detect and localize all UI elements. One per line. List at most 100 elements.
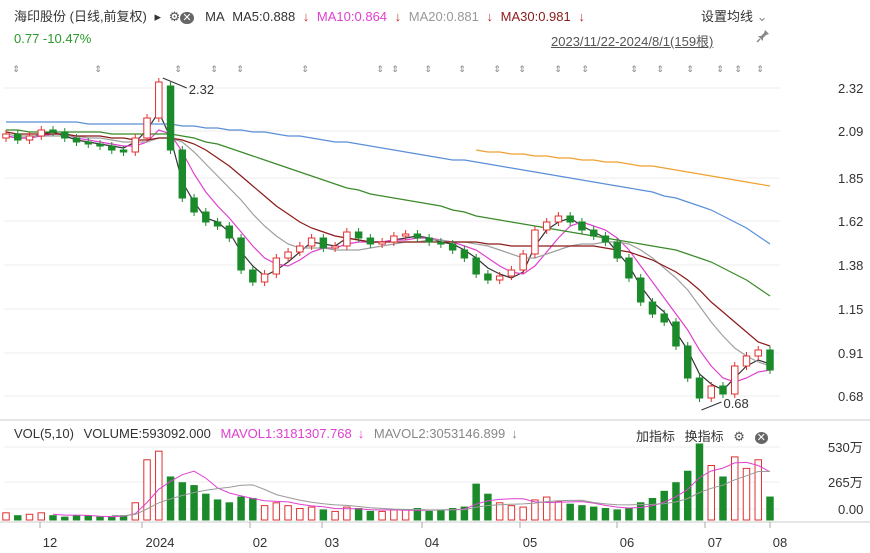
volume-toolbar: 加指标 换指标 ⚙ ✕ bbox=[636, 426, 768, 445]
candle-body bbox=[425, 237, 433, 243]
candle bbox=[766, 346, 774, 374]
volume-bar bbox=[237, 496, 245, 521]
candle bbox=[307, 234, 316, 250]
x-tick-label: 12 bbox=[43, 535, 57, 550]
candle-body bbox=[460, 249, 469, 259]
candle-body bbox=[495, 275, 504, 281]
volume-bar bbox=[448, 508, 457, 521]
event-marker: ⇕ bbox=[716, 64, 724, 74]
candle bbox=[49, 126, 57, 136]
volume-bar bbox=[72, 515, 81, 521]
volume-bar bbox=[155, 450, 163, 521]
volume-bar bbox=[61, 516, 69, 521]
volume-bar bbox=[554, 500, 563, 521]
candle-body bbox=[672, 321, 680, 347]
close-icon[interactable]: ✕ bbox=[180, 12, 194, 24]
price-tick-label: 0.91 bbox=[838, 346, 863, 361]
volume-bar bbox=[343, 506, 351, 521]
low-annotation-line bbox=[701, 401, 722, 411]
candle-body bbox=[72, 137, 81, 143]
candle-body bbox=[390, 235, 398, 243]
candle bbox=[14, 130, 22, 144]
volume-bar bbox=[307, 506, 316, 521]
candle bbox=[707, 382, 715, 402]
candle-body bbox=[625, 257, 633, 279]
pin-icon[interactable] bbox=[756, 29, 770, 46]
ma-label: MA bbox=[205, 9, 225, 24]
volume-bar bbox=[542, 496, 551, 521]
volume-bar bbox=[108, 516, 116, 521]
candle-body bbox=[49, 129, 57, 133]
candle bbox=[636, 274, 645, 306]
candle bbox=[25, 132, 34, 144]
candle bbox=[472, 254, 480, 278]
gear-icon[interactable]: ⚙ bbox=[733, 429, 745, 444]
candle-body bbox=[108, 145, 116, 151]
candle-body bbox=[25, 135, 34, 141]
volume-bar bbox=[296, 508, 304, 521]
event-marker: ⇕ bbox=[210, 64, 218, 74]
candle-body bbox=[754, 349, 762, 357]
event-marker: ⇕ bbox=[236, 64, 244, 74]
candle-body bbox=[448, 243, 457, 251]
candle bbox=[284, 248, 292, 262]
candle-body bbox=[2, 133, 10, 139]
mavol2-line bbox=[111, 470, 771, 517]
date-range-link[interactable]: 2023/11/22-2024/8/1(159根) bbox=[551, 34, 714, 49]
volume-bar bbox=[2, 512, 10, 521]
ma250-line bbox=[476, 149, 771, 187]
close-icon[interactable]: ✕ bbox=[754, 432, 768, 444]
candle-body bbox=[96, 143, 104, 147]
candle bbox=[589, 226, 598, 240]
volume-bar bbox=[719, 476, 727, 521]
candle bbox=[319, 234, 328, 252]
mavol2-value: MAVOL2:3053146.899 bbox=[373, 426, 506, 441]
ma5-value: MA5:0.888 bbox=[232, 9, 296, 24]
gear-icon[interactable]: ⚙ bbox=[168, 9, 181, 24]
switch-indicator-button[interactable]: 换指标 bbox=[684, 429, 724, 444]
event-marker: ⇕ bbox=[174, 64, 182, 74]
candle-body bbox=[683, 345, 692, 379]
add-indicator-button[interactable]: 加指标 bbox=[636, 429, 676, 444]
candle-body bbox=[143, 117, 151, 139]
volume-bar bbox=[84, 515, 93, 521]
event-marker: ⇕ bbox=[12, 64, 20, 74]
candle bbox=[613, 238, 621, 262]
candle-body bbox=[719, 385, 727, 395]
candle bbox=[119, 146, 128, 156]
candle-body bbox=[331, 245, 339, 249]
event-marker: ⇕ bbox=[458, 64, 466, 74]
volume-header: VOL(5,10) VOLUME:593092.000 MAVOL1:31813… bbox=[14, 426, 524, 441]
ma120-line bbox=[6, 121, 771, 245]
candle bbox=[683, 342, 692, 382]
settings-ma-button[interactable]: 设置均线 ⌄ bbox=[701, 6, 768, 25]
candle bbox=[331, 242, 339, 252]
volume-bar bbox=[178, 482, 187, 521]
candle bbox=[484, 270, 492, 284]
candle bbox=[61, 128, 69, 142]
volume-bar bbox=[401, 509, 410, 521]
x-tick-label: 04 bbox=[425, 535, 439, 550]
ma10-value: MA10:0.864 bbox=[316, 9, 388, 24]
volume-bar bbox=[331, 510, 339, 521]
candle-body bbox=[260, 273, 269, 283]
play-icon[interactable]: ▸ bbox=[154, 9, 162, 24]
volume-tick-label: 0.00 bbox=[838, 502, 863, 517]
candle-body bbox=[742, 355, 751, 367]
volume-bar bbox=[648, 497, 657, 521]
candle bbox=[695, 374, 704, 402]
event-marker: ⇕ bbox=[554, 64, 562, 74]
event-marker: ⇕ bbox=[518, 64, 526, 74]
volume-bar bbox=[472, 483, 480, 521]
volume-bar bbox=[613, 509, 621, 521]
volume-bar bbox=[96, 516, 104, 521]
candle-body bbox=[401, 233, 410, 237]
ma20-line bbox=[5, 133, 771, 367]
candle-body bbox=[166, 85, 175, 151]
settings-ma-label: 设置均线 bbox=[701, 9, 754, 24]
candle bbox=[213, 218, 222, 230]
candle-body bbox=[319, 237, 328, 249]
candle bbox=[131, 134, 140, 156]
volume-bar bbox=[754, 459, 762, 521]
